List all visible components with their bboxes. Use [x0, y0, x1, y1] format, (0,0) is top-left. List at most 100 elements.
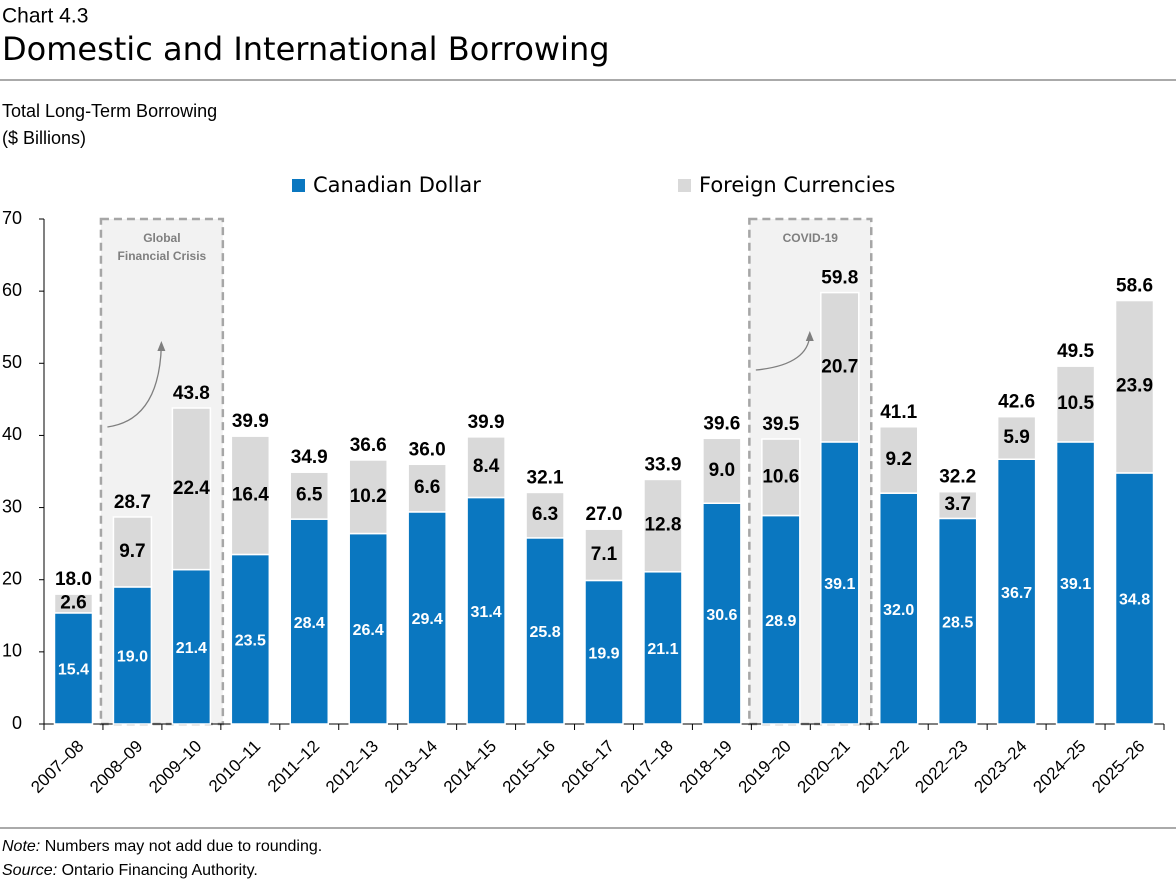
legend-swatch	[292, 179, 305, 192]
bar-segment	[171, 407, 212, 571]
subtitle: Total Long-Term Borrowing	[2, 101, 217, 121]
y-tick-label: 20	[2, 568, 22, 588]
value-label: 2.6	[60, 593, 86, 614]
x-tick-label: 2019–20	[735, 737, 795, 797]
note: Numbers may not add due to rounding.	[45, 838, 323, 855]
footnote: Source: Ontario Financing Authority.	[2, 862, 258, 879]
bar-segment	[1114, 472, 1155, 725]
value-label: 31.4	[471, 604, 502, 621]
x-tick-label: 2016–17	[558, 737, 618, 797]
x-tick-label: 2024–25	[1029, 737, 1089, 797]
value-label: 39.1	[824, 576, 855, 593]
bar-segment	[1055, 365, 1096, 443]
chart-label: Chart 4.3	[2, 5, 88, 28]
total-label: 49.5	[1057, 341, 1094, 362]
x-tick-label: 2023–24	[970, 737, 1030, 797]
bar-segment	[348, 459, 388, 535]
value-label: 3.7	[944, 494, 970, 515]
total-label: 39.5	[762, 414, 799, 435]
value-label: 32.0	[883, 602, 914, 619]
bar-segment	[584, 528, 624, 582]
bar-segment	[702, 502, 742, 725]
arrow-head	[805, 331, 814, 341]
bar-segment	[171, 568, 212, 725]
total-label: 28.7	[114, 492, 151, 513]
x-tick-label: 2021–22	[852, 737, 912, 797]
y-tick-label: 10	[2, 641, 22, 661]
footnote: Note: Numbers may not add due to roundin…	[2, 838, 322, 855]
bar-segment	[996, 415, 1037, 460]
value-label: 5.9	[1003, 427, 1029, 448]
value-label: 25.8	[529, 624, 560, 641]
value-label: 28.5	[942, 614, 973, 631]
total-label: 34.9	[291, 447, 328, 468]
bar-segment	[525, 537, 565, 725]
value-label: 12.8	[644, 515, 681, 536]
total-label: 39.9	[468, 412, 505, 433]
x-tick-label: 2008–09	[86, 737, 146, 797]
bar-segment	[53, 593, 94, 614]
value-label: 10.5	[1057, 393, 1094, 414]
bar-segment	[466, 496, 506, 725]
total-label: 18.0	[55, 569, 92, 590]
arrow-head	[157, 341, 166, 351]
total-label: 27.0	[586, 504, 623, 525]
bar-segment	[525, 491, 565, 539]
value-label: 39.1	[1060, 576, 1091, 593]
bar-segment	[702, 437, 742, 504]
bar-segment	[820, 441, 860, 725]
value-label: 36.7	[1001, 585, 1032, 602]
annotation-line: COVID-19	[783, 231, 839, 245]
total-label: 36.0	[409, 439, 446, 460]
annotation-label: Global Financial Crisis	[118, 231, 207, 263]
y-tick-label: 40	[2, 424, 22, 444]
x-tick-label: 2013–14	[381, 737, 441, 797]
total-label: 43.8	[173, 383, 210, 404]
subtitle: ($ Billions)	[2, 128, 86, 148]
value-label: 30.6	[706, 607, 737, 624]
bar-segment	[407, 511, 447, 725]
x-tick-label: 2025–26	[1088, 737, 1148, 797]
legend-label: Canadian Dollar	[313, 173, 481, 197]
value-label: 29.4	[412, 611, 443, 628]
value-label: 6.6	[414, 477, 440, 498]
value-label: 10.2	[350, 486, 387, 507]
x-tick-label: 2009–10	[145, 737, 205, 797]
note-label: Note:	[2, 838, 40, 855]
value-label: 23.5	[235, 632, 266, 649]
x-tick-label: 2014–15	[440, 737, 500, 797]
total-label: 41.1	[880, 402, 917, 423]
x-tick-label: 2007–08	[27, 737, 87, 797]
legend-swatch	[678, 179, 691, 192]
x-tick-label: 2010–11	[205, 737, 264, 796]
bar-segment	[230, 553, 271, 725]
value-label: 21.4	[176, 640, 207, 657]
total-label: 33.9	[644, 454, 681, 475]
bar-segment	[996, 458, 1037, 725]
bar-segment	[761, 438, 801, 517]
bar-segment	[643, 571, 683, 725]
value-label: 34.8	[1119, 592, 1150, 609]
value-label: 9.7	[119, 541, 145, 562]
bar-segment	[937, 517, 978, 725]
total-label: 39.6	[703, 413, 740, 434]
value-label: 20.7	[821, 356, 858, 377]
x-tick-label: 2011–12	[264, 737, 323, 796]
value-label: 6.5	[296, 485, 323, 506]
total-label: 39.9	[232, 411, 269, 432]
x-tick-label: 2018–19	[676, 737, 736, 797]
x-tick-label: 2020–21	[794, 737, 854, 797]
total-label: 32.1	[527, 467, 564, 488]
value-label: 21.1	[647, 641, 678, 658]
source: Ontario Financing Authority.	[62, 862, 258, 879]
bar-segment	[112, 516, 153, 588]
annotation-label: COVID-19	[783, 231, 839, 245]
value-label: 23.9	[1116, 376, 1153, 397]
bar-segment	[820, 291, 860, 443]
value-label: 9.0	[709, 460, 735, 481]
total-label: 42.6	[998, 392, 1035, 413]
value-label: 28.9	[765, 613, 796, 630]
bar-segment	[112, 586, 153, 725]
bar-segment	[230, 435, 271, 556]
